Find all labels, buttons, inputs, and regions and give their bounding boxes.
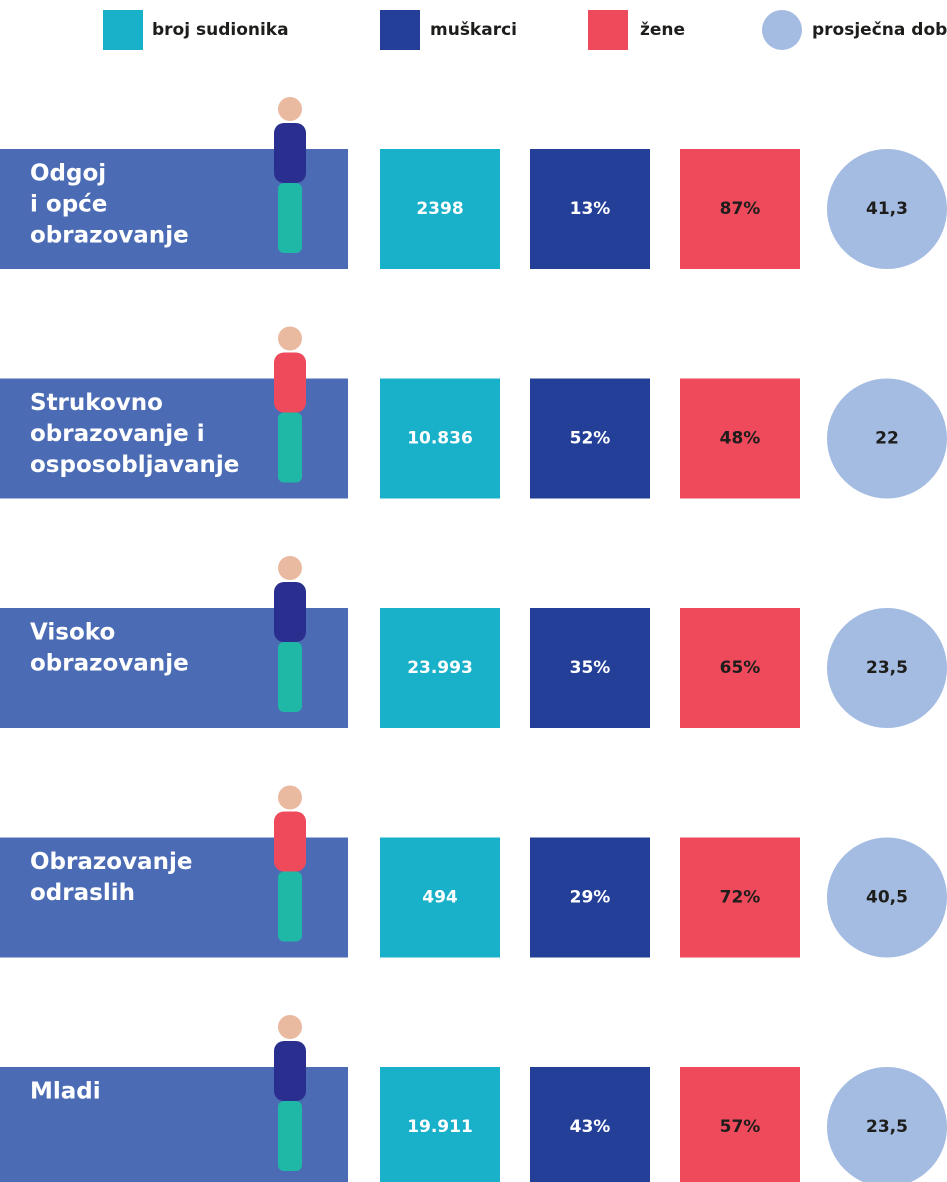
illustration-body [274,123,306,183]
women-value: 72% [720,888,761,908]
legend-label: muškarci [430,20,517,40]
women-value: 57% [720,1117,761,1137]
infographic: broj sudionika muškarci žene prosječna dob O… [0,0,947,1182]
age-value: 40,5 [866,888,908,908]
men-value: 29% [570,888,611,908]
illustration-legs [278,413,302,483]
illustration-body [274,812,306,872]
age-value: 23,5 [866,1117,908,1137]
illustration-legs [278,1101,302,1171]
category-label: obrazovanje [30,223,189,249]
legend-label: broj sudionika [152,20,289,40]
illustration-body [274,353,306,413]
legend-swatch [762,10,802,50]
illustration-legs [278,642,302,712]
illustration-legs [278,872,302,942]
illustration-head [278,327,302,351]
illustration-head [278,556,302,580]
men-value: 52% [570,429,611,449]
category-label: Strukovno [30,390,163,416]
age-value: 23,5 [866,658,908,678]
category-row: Mladi 19.911 43% 57% 23,5 [0,1015,947,1182]
participants-value: 23.993 [407,658,473,678]
women-value: 48% [720,429,761,449]
category-row: Obrazovanje odraslih 494 29% 72% 40,5 [0,786,947,958]
category-label: odraslih [30,880,135,906]
illustration-head [278,786,302,810]
participants-value: 10.836 [407,429,473,449]
category-row: Odgoj i opće obrazovanje 2398 13% 87% 41,3 [0,97,947,269]
men-value: 43% [570,1117,611,1137]
category-label: Mladi [30,1079,101,1105]
legend-swatch [588,10,628,50]
category-label: Obrazovanje [30,849,192,875]
age-value: 22 [875,429,899,449]
legend-swatch [103,10,143,50]
legend-label: žene [640,20,685,40]
category-row: Strukovno obrazovanje i osposobljavanje 10.… [0,327,947,499]
women-value: 65% [720,658,761,678]
legend-label: prosječna dob [812,20,947,40]
men-value: 13% [570,199,611,219]
participants-value: 19.911 [407,1117,473,1137]
category-label: i opće [30,192,107,218]
participants-value: 2398 [416,199,463,219]
age-value: 41,3 [866,199,908,219]
category-label: osposobljavanje [30,452,239,478]
category-label: Odgoj [30,161,106,187]
women-value: 87% [720,199,761,219]
category-label: obrazovanje [30,651,189,677]
legend-swatch [380,10,420,50]
illustration-body [274,1041,306,1101]
illustration-legs [278,183,302,253]
illustration-body [274,582,306,642]
category-label: Visoko [30,620,115,646]
participants-value: 494 [422,888,458,908]
illustration-head [278,1015,302,1039]
page: {"legend": [ {"label": "broj sudionika",… [0,0,947,1182]
category-label: obrazovanje i [30,421,205,447]
illustration-head [278,97,302,121]
men-value: 35% [570,658,611,678]
category-row: Visoko obrazovanje 23.993 35% 65% 23,5 [0,556,947,728]
